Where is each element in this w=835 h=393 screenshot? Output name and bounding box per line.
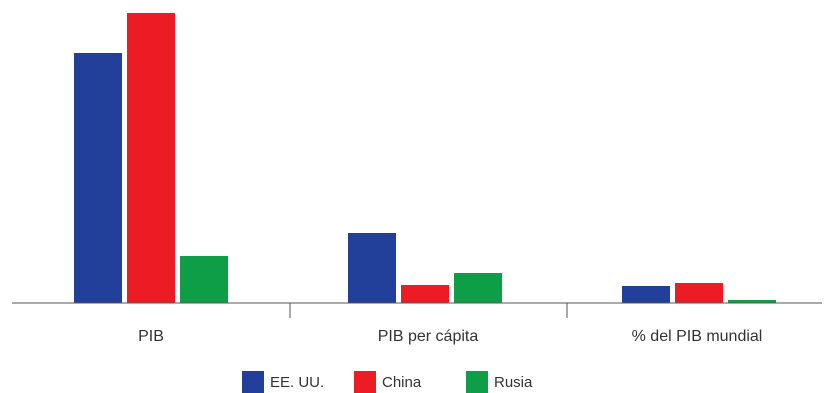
- bar-ee-uu-del-pib-mundial: [622, 286, 670, 303]
- bar-rusia-del-pib-mundial: [728, 300, 776, 303]
- legend-swatch-rusia: [466, 371, 488, 393]
- bar-rusia-pib-per-c-pita: [454, 273, 502, 303]
- legend-swatch-eeuu: [242, 371, 264, 393]
- legend-label-china: China: [382, 373, 422, 391]
- bar-rusia-pib: [180, 256, 228, 303]
- bar-china-pib: [127, 13, 175, 303]
- bars-group: [74, 13, 776, 303]
- legend: EE. UU. China Rusia: [0, 371, 835, 393]
- category-label-pib: PIB: [138, 328, 164, 345]
- category-label-pct-pib-mundial: % del PIB mundial: [632, 328, 763, 345]
- bar-ee-uu-pib-per-c-pita: [348, 233, 396, 303]
- legend-item-eeuu: EE. UU.: [242, 371, 324, 393]
- category-label-pib-per-capita: PIB per cápita: [378, 328, 479, 345]
- bar-china-pib-per-c-pita: [401, 285, 449, 303]
- legend-label-eeuu: EE. UU.: [270, 373, 325, 391]
- bar-china-del-pib-mundial: [675, 283, 723, 303]
- bar-ee-uu-pib: [74, 53, 122, 303]
- legend-label-rusia: Rusia: [494, 373, 533, 391]
- legend-item-china: China: [354, 371, 421, 393]
- legend-item-rusia: Rusia: [466, 371, 532, 393]
- legend-swatch-china: [354, 371, 376, 393]
